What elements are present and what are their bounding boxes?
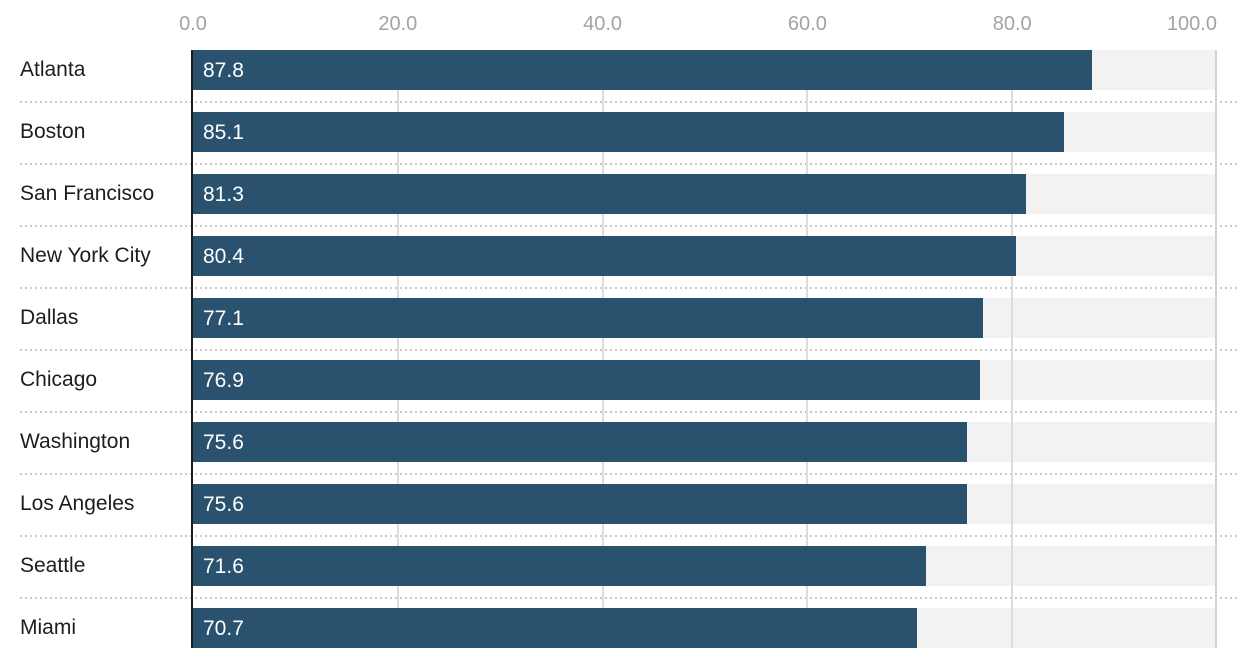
- bar: 76.9: [193, 360, 980, 400]
- bar: 70.7: [193, 608, 917, 648]
- category-label: Washington: [20, 430, 131, 453]
- row-separator: [20, 101, 1238, 103]
- category-label: Dallas: [20, 306, 79, 329]
- row-separator: [20, 535, 1238, 537]
- vertical-gridline: [1011, 50, 1013, 648]
- value-label: 81.3: [203, 183, 244, 206]
- value-label: 87.8: [203, 59, 244, 82]
- row-separator: [20, 411, 1238, 413]
- row-separator: [20, 473, 1238, 475]
- bar-row: Boston 85.1: [0, 112, 1240, 174]
- category-label: New York City: [20, 244, 151, 267]
- row-separator: [20, 349, 1238, 351]
- vertical-gridline: [397, 50, 399, 648]
- bar: 77.1: [193, 298, 983, 338]
- category-label: Seattle: [20, 554, 86, 577]
- category-label: Los Angeles: [20, 492, 135, 515]
- value-label: 70.7: [203, 617, 244, 640]
- x-axis: 0.0 20.0 40.0 60.0 80.0 100.0: [179, 0, 1217, 50]
- vertical-gridline: [1215, 50, 1217, 648]
- bar-row: New York City 80.4: [0, 236, 1240, 298]
- value-label: 80.4: [203, 245, 244, 268]
- x-axis-tick-label: 20.0: [378, 13, 418, 35]
- bar-row: Atlanta 87.8: [0, 50, 1240, 112]
- row-separator: [20, 225, 1238, 227]
- bar-row: San Francisco 81.3: [0, 174, 1240, 236]
- value-label: 76.9: [203, 369, 244, 392]
- bar-row: Los Angeles 75.6: [0, 484, 1240, 546]
- category-label: Chicago: [20, 368, 98, 391]
- y-axis-line: [191, 50, 193, 648]
- bar-row: Miami 70.7: [0, 608, 1240, 668]
- bar: 87.8: [193, 50, 1092, 90]
- chart-rows: Atlanta 87.8 Boston 85.1 San Francisco 81.3 Ne…: [0, 50, 1240, 668]
- row-separator: [20, 597, 1238, 599]
- bar: 75.6: [193, 422, 967, 462]
- bar: 85.1: [193, 112, 1064, 152]
- bar-row: Seattle 71.6: [0, 546, 1240, 608]
- row-separator: [20, 163, 1238, 165]
- x-axis-tick-label: 0.0: [179, 13, 207, 35]
- bar: 71.6: [193, 546, 926, 586]
- row-separator: [20, 287, 1238, 289]
- bar-row: Dallas 77.1: [0, 298, 1240, 360]
- category-label: Boston: [20, 120, 86, 143]
- bar-row: Chicago 76.9: [0, 360, 1240, 422]
- bar-row: Washington 75.6: [0, 422, 1240, 484]
- bar: 75.6: [193, 484, 967, 524]
- value-label: 77.1: [203, 307, 244, 330]
- value-label: 85.1: [203, 121, 244, 144]
- vertical-gridline: [806, 50, 808, 648]
- x-axis-tick-label: 100.0: [1166, 13, 1217, 35]
- gridlines: [193, 50, 1217, 648]
- value-label: 71.6: [203, 555, 244, 578]
- value-label: 75.6: [203, 431, 244, 454]
- category-label: San Francisco: [20, 182, 155, 205]
- vertical-gridline: [602, 50, 604, 648]
- bar: 81.3: [193, 174, 1026, 214]
- value-label: 75.6: [203, 493, 244, 516]
- x-axis-tick-label: 40.0: [583, 13, 623, 35]
- x-axis-tick-label: 60.0: [787, 13, 827, 35]
- x-axis-tick-label: 80.0: [992, 13, 1032, 35]
- category-label: Miami: [20, 616, 76, 639]
- bar: 80.4: [193, 236, 1016, 276]
- category-label: Atlanta: [20, 58, 86, 81]
